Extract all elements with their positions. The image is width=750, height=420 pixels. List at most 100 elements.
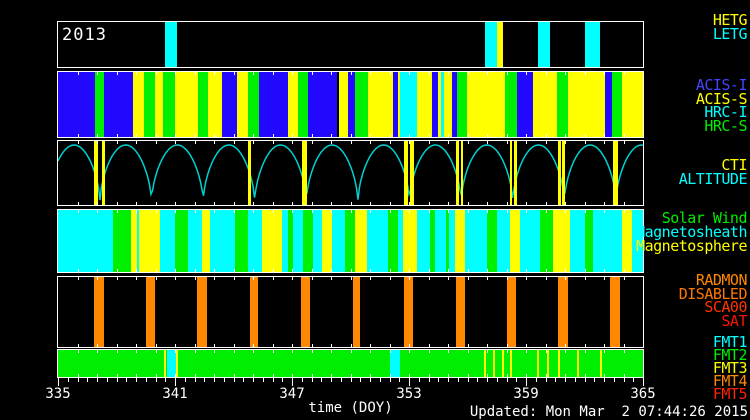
radmon-event-orange <box>94 277 104 347</box>
day-tick <box>331 72 332 75</box>
day-tick <box>526 134 527 137</box>
day-tick <box>272 72 274 75</box>
day-tick <box>136 141 137 144</box>
day-tick <box>272 141 274 144</box>
day-tick <box>565 72 566 75</box>
day-tick <box>116 344 118 347</box>
axis-minor-tick <box>282 378 284 382</box>
day-tick <box>370 202 371 205</box>
axis-minor-tick <box>389 378 391 382</box>
axis-minor-tick <box>545 378 547 382</box>
axis-minor-tick <box>136 378 137 382</box>
day-tick <box>331 277 332 280</box>
day-tick <box>428 269 430 272</box>
day-tick <box>350 72 352 75</box>
axis-minor-tick <box>555 378 557 382</box>
day-tick <box>467 344 469 347</box>
day-tick <box>331 350 332 353</box>
day-tick <box>545 277 547 280</box>
telemetry-event-yellow <box>557 350 560 377</box>
legend-label-hetg: HETG <box>712 11 748 29</box>
solar-wind-segment-yellow <box>261 210 283 272</box>
day-tick <box>233 269 235 272</box>
day-tick <box>409 269 410 272</box>
instruments-segment-yellow <box>133 72 144 137</box>
day-tick <box>545 344 547 347</box>
solar-wind-segment-green <box>112 210 131 272</box>
day-tick <box>77 141 79 144</box>
axis-minor-tick <box>184 378 186 382</box>
solar-wind-segment-green <box>175 210 189 272</box>
day-tick <box>97 134 98 137</box>
solar-wind-segment-green <box>430 210 435 272</box>
altitude-event-yellow <box>248 141 251 205</box>
day-tick <box>526 277 527 280</box>
axis-minor-tick <box>301 378 303 382</box>
axis-minor-tick <box>214 378 215 382</box>
legend-label-fmt1: FMT1 <box>712 333 748 351</box>
axis-minor-tick <box>67 378 69 382</box>
axis-minor-tick <box>623 378 625 382</box>
day-tick <box>448 344 449 347</box>
telemetry-segment-cyan <box>167 350 177 377</box>
day-tick <box>409 141 410 144</box>
instruments-segment-green <box>456 72 467 137</box>
telemetry-event-yellow <box>164 350 167 377</box>
day-tick <box>545 350 547 353</box>
radmon-event-orange <box>403 277 413 347</box>
day-tick <box>77 134 79 137</box>
day-tick <box>467 269 469 272</box>
day-tick <box>487 374 488 377</box>
day-tick <box>584 202 586 205</box>
axis-major-tick <box>526 378 527 386</box>
solar-wind-segment-cyan <box>159 210 175 272</box>
day-tick <box>311 134 313 137</box>
radmon-event-orange <box>249 277 259 347</box>
legend-label-magnetosheath: Magnetosheath <box>636 223 747 241</box>
axis-minor-tick <box>438 378 440 382</box>
day-tick <box>311 344 313 347</box>
altitude-event-yellow <box>94 141 98 205</box>
day-tick <box>389 141 391 144</box>
day-tick <box>253 374 254 377</box>
day-tick <box>116 141 118 144</box>
x-axis-ticks <box>58 378 644 388</box>
day-tick <box>526 72 527 75</box>
day-tick <box>136 134 137 137</box>
day-tick <box>584 269 586 272</box>
grating-segment-cyan <box>165 22 177 67</box>
axis-minor-tick <box>126 378 128 382</box>
legend-label-cti: CTI <box>721 156 747 174</box>
day-tick <box>77 72 79 75</box>
solar-wind-segment-cyan <box>136 210 139 272</box>
day-tick <box>448 210 449 213</box>
day-tick <box>292 374 293 377</box>
instruments-segment-yellow <box>438 72 441 137</box>
day-tick <box>565 134 566 137</box>
day-tick <box>175 277 176 280</box>
day-tick <box>545 210 547 213</box>
day-tick <box>389 210 391 213</box>
radmon-event-orange <box>197 277 208 347</box>
day-tick <box>428 344 430 347</box>
day-tick <box>97 277 98 280</box>
instruments-segment-blue <box>104 72 134 137</box>
day-tick <box>526 202 527 205</box>
day-tick <box>311 350 313 353</box>
day-tick <box>331 134 332 137</box>
day-tick <box>233 344 235 347</box>
altitude-event-yellow <box>404 141 409 205</box>
day-tick <box>77 374 79 377</box>
day-tick <box>370 210 371 213</box>
day-tick <box>389 277 391 280</box>
legend-label-fmt4: FMT4 <box>712 372 748 390</box>
grating-segment-cyan <box>485 22 497 67</box>
day-tick <box>175 202 176 205</box>
solar-wind-segment-green <box>302 210 314 272</box>
day-tick <box>604 202 605 205</box>
band-solar-wind <box>57 209 644 273</box>
day-tick <box>409 210 410 213</box>
solar-wind-segment-green <box>345 210 355 272</box>
day-tick <box>214 202 215 205</box>
day-tick <box>155 141 157 144</box>
